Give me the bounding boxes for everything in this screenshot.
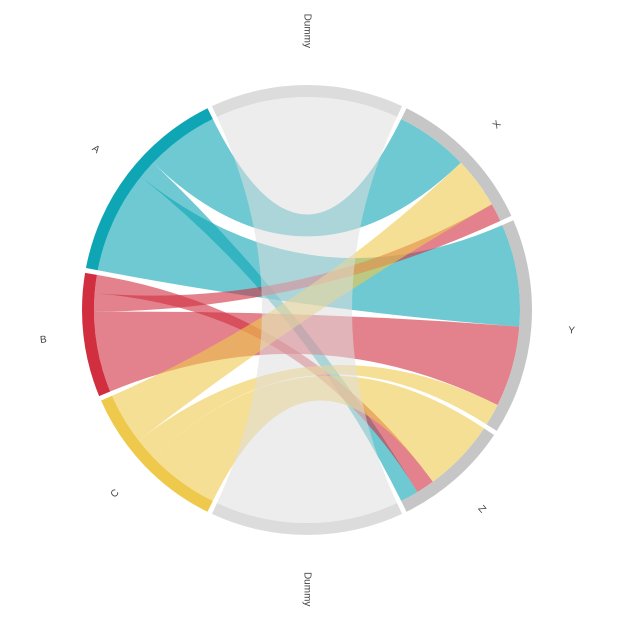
group-arc xyxy=(211,503,403,536)
ribbon xyxy=(94,274,433,493)
group-label: C xyxy=(109,487,122,500)
ribbon xyxy=(140,162,418,502)
group-label: Dummy xyxy=(301,14,312,48)
group-label: Z xyxy=(476,503,488,515)
group-arc xyxy=(85,108,213,271)
group-arc xyxy=(401,428,495,512)
group-arc xyxy=(101,395,213,512)
group-arc xyxy=(486,220,532,431)
ribbon xyxy=(97,176,520,327)
group-label: B xyxy=(39,334,47,346)
group-label: X xyxy=(491,119,504,132)
group-arc xyxy=(401,108,512,221)
ribbon xyxy=(94,204,501,312)
ribbon xyxy=(153,118,461,237)
ribbon xyxy=(216,97,398,523)
ribbons xyxy=(94,97,520,523)
ribbon xyxy=(153,375,485,502)
group-arc xyxy=(211,84,403,117)
group-label: A xyxy=(90,143,102,156)
ribbon xyxy=(138,364,498,458)
group-label: Dummy xyxy=(301,572,312,606)
group-label: Y xyxy=(568,325,576,337)
group-arcs xyxy=(82,84,532,536)
group-arc xyxy=(82,272,111,397)
ribbon xyxy=(94,311,520,406)
